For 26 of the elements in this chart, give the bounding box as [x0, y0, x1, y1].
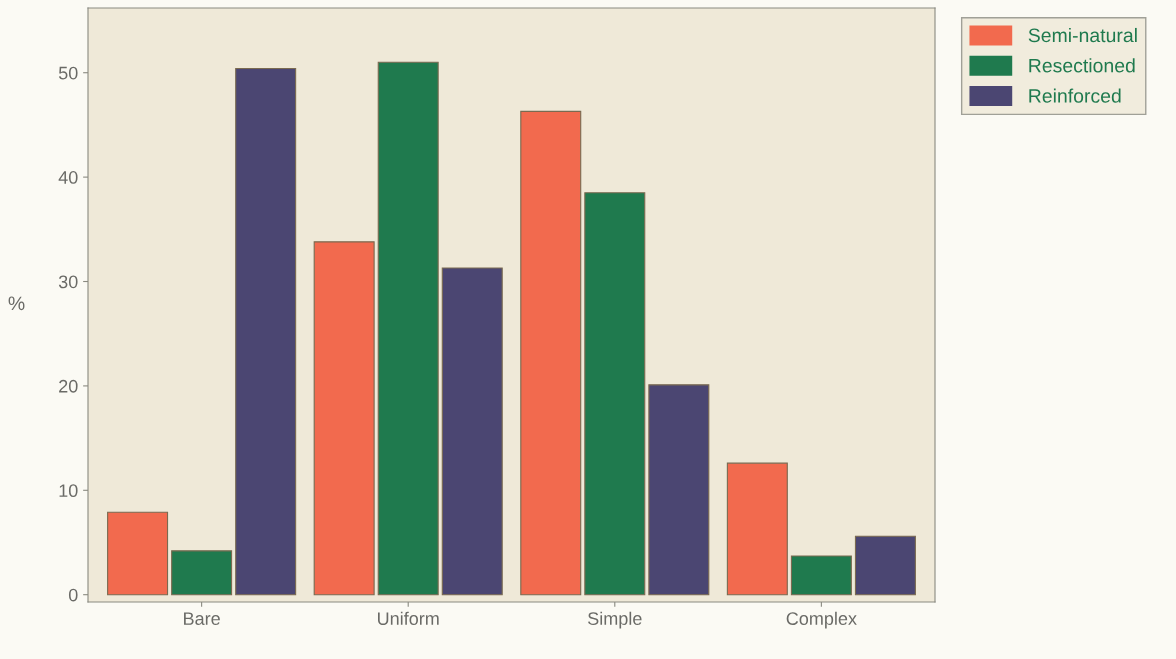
bar — [854, 535, 916, 596]
y-tick-label: 0 — [68, 588, 78, 602]
x-tick-label: Bare — [184, 612, 220, 625]
bar — [441, 267, 503, 596]
bar — [171, 550, 233, 596]
x-tick-label: Simple — [588, 611, 642, 629]
legend-label: Resectioned — [1029, 58, 1135, 73]
y-axis-title: % — [8, 296, 25, 311]
bar — [313, 241, 375, 596]
bar — [648, 384, 710, 596]
x-tick-label: Uniform — [378, 611, 439, 625]
y-tick-label: 10 — [59, 484, 78, 498]
x-tick-label: Complex — [786, 611, 857, 629]
y-tick-label: 40 — [58, 171, 78, 184]
bar — [584, 192, 646, 596]
bar — [726, 462, 788, 596]
y-tick-label: 20 — [59, 379, 78, 393]
bar — [235, 67, 297, 596]
y-tick-label: 50 — [58, 66, 78, 80]
y-tick-label: 30 — [58, 275, 78, 289]
legend-label: Semi-natural — [1028, 27, 1137, 43]
bar — [790, 555, 852, 596]
bar — [520, 110, 582, 596]
legend-label: Reinforced — [1029, 88, 1121, 103]
bar — [377, 61, 439, 596]
bar — [107, 511, 169, 596]
